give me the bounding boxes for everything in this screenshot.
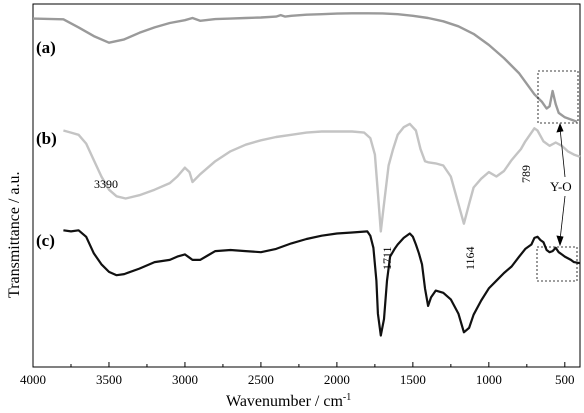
x-axis-ticks: 4000 3500 3000 2500 2000 1500 1000 500 <box>20 362 575 387</box>
series-line-c <box>63 229 581 337</box>
yo-box-c <box>536 246 578 282</box>
x-tick-label-2000: 2000 <box>324 372 350 387</box>
series-line-a <box>32 12 578 123</box>
x-tick-label-4000: 4000 <box>20 372 46 387</box>
series-label-c: (c) <box>36 231 55 250</box>
peak-label-1164: 1164 <box>463 246 477 270</box>
x-tick-label-3000: 3000 <box>172 372 198 387</box>
series-label-a: (a) <box>36 38 56 57</box>
x-tick-label-3500: 3500 <box>96 372 122 387</box>
x-tick-label-2500: 2500 <box>248 372 274 387</box>
x-tick-label-1500: 1500 <box>400 372 426 387</box>
x-tick-label-500: 500 <box>555 372 575 387</box>
peak-label-3390: 3390 <box>94 177 118 191</box>
peak-label-1711: 1711 <box>380 246 394 270</box>
series-line-b <box>63 122 581 233</box>
x-axis-title: Wavenumber / cm-1 <box>226 392 351 410</box>
yo-label: Y-O <box>550 179 572 194</box>
series-layer <box>32 12 581 337</box>
peak-label-789: 789 <box>519 165 533 183</box>
x-tick-label-1000: 1000 <box>476 372 502 387</box>
yo-arrows <box>556 122 566 247</box>
yo-box-a <box>537 70 579 124</box>
y-axis-title: Transmittance / a.u. <box>6 172 23 299</box>
plot-frame <box>32 3 581 368</box>
series-label-b: (b) <box>36 129 57 148</box>
